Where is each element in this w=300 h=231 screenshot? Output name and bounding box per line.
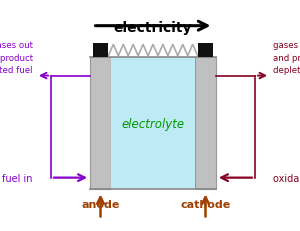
Text: fuel in: fuel in [2, 173, 33, 183]
Text: anode: anode [81, 199, 120, 209]
Text: and product: and product [0, 53, 33, 62]
Text: electrolyte: electrolyte [122, 117, 184, 130]
Text: gases out: gases out [273, 41, 300, 50]
Text: cathode: cathode [180, 199, 231, 209]
Text: oxidant in: oxidant in [273, 173, 300, 183]
Text: electricity: electricity [114, 21, 192, 35]
Text: gases out: gases out [0, 41, 33, 50]
Text: and product: and product [273, 53, 300, 62]
Bar [93, 44, 108, 58]
Bar [198, 44, 213, 58]
Bar [90, 58, 111, 189]
Text: depleted fuel: depleted fuel [0, 66, 33, 75]
Text: depleted oxidant: depleted oxidant [273, 66, 300, 75]
Bar [111, 58, 195, 189]
Bar [195, 58, 216, 189]
